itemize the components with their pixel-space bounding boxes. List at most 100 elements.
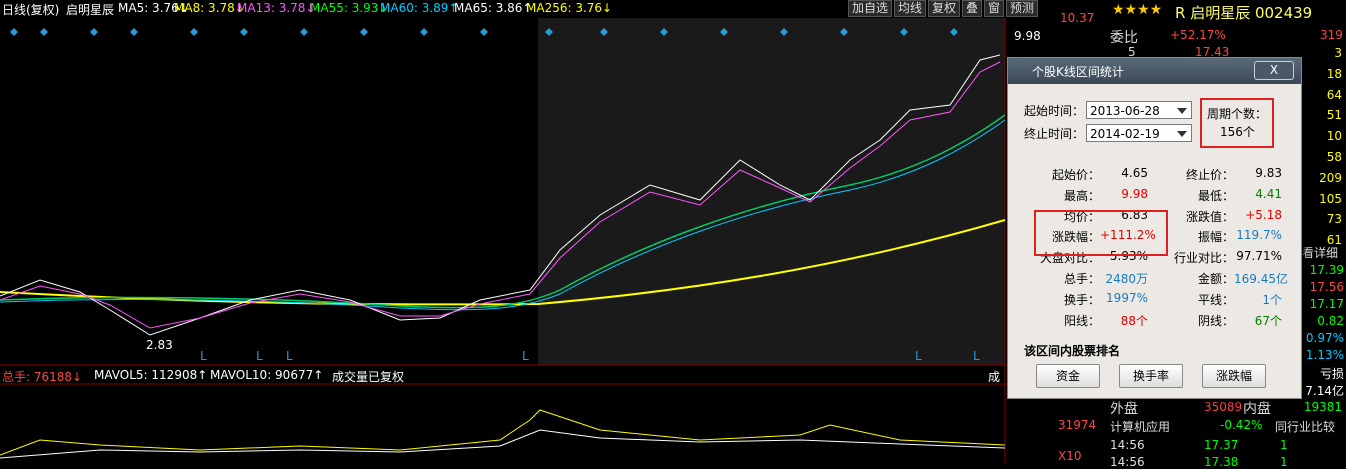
- stat-value: 5.93%: [1109, 249, 1148, 264]
- highlight: [1200, 98, 1274, 148]
- close-button[interactable]: X: [1254, 61, 1294, 80]
- stat-label: 最低：: [1197, 188, 1234, 203]
- mavol-line: [0, 429, 1006, 459]
- axis-label: 10.37: [1060, 11, 1095, 25]
- stock-name: 启明星辰: [66, 3, 115, 17]
- ma-indicator: MA65: 3.86↑: [454, 1, 533, 15]
- industry: 计算机应用: [1110, 420, 1171, 434]
- signal-marker: L: [200, 349, 207, 363]
- label: 外盘: [1110, 401, 1138, 417]
- depth-volume: 64: [1326, 87, 1342, 102]
- chart-canvas: [0, 18, 1105, 463]
- depth-volume: 3: [1334, 46, 1342, 60]
- chart-title: 日线(复权): [2, 3, 60, 17]
- stat-value: 9.83: [1255, 166, 1282, 180]
- value: 19381: [1303, 400, 1342, 414]
- tick-volume: 1: [1280, 455, 1288, 469]
- ma-indicator: MA13: 3.78↓: [237, 1, 316, 15]
- detail-value: 17.17: [1309, 297, 1344, 311]
- toolbar-button[interactable]: 均线: [894, 0, 927, 17]
- stat-label: 金额：: [1197, 272, 1234, 286]
- stat-label: 换手：: [1063, 292, 1100, 307]
- stat-label: 均价：: [1063, 209, 1100, 224]
- section-title: 该区间内股票排名: [1024, 344, 1121, 358]
- mavol-line: [0, 409, 1006, 456]
- label: 终止时间：: [1024, 127, 1085, 141]
- signal-marker: L: [973, 349, 980, 363]
- signal-marker: L: [256, 349, 263, 363]
- stat-value: 88个: [1120, 313, 1148, 328]
- high-marker: 9.98: [1014, 29, 1041, 43]
- toolbar-button[interactable]: 复权: [928, 0, 961, 17]
- value: 156个: [1220, 125, 1255, 139]
- stat-label: 总手：: [1063, 272, 1100, 286]
- depth-volume: 10: [1326, 129, 1342, 144]
- volume-indicator: 成交量已复权: [332, 370, 405, 384]
- detail-value: 0.82: [1317, 314, 1344, 328]
- selected-range: [538, 18, 1005, 365]
- volume-indicator: MAVOL5: 112908↑: [94, 368, 208, 382]
- label: 5: [1128, 45, 1136, 59]
- highlight: [1034, 210, 1168, 256]
- label: 委比: [1110, 30, 1138, 46]
- stat-value: 1个: [1262, 292, 1282, 307]
- rating: ★★★★: [1112, 2, 1163, 18]
- toolbar-button[interactable]: 加自选: [848, 0, 893, 17]
- stat-value: 2480万: [1105, 272, 1148, 286]
- signal-marker: L: [915, 349, 922, 363]
- toolbar-button[interactable]: 窗: [984, 0, 1005, 17]
- tick-time: 14:56: [1110, 455, 1145, 469]
- stat-value: 4.65: [1121, 166, 1148, 180]
- label: 起始时间：: [1024, 104, 1085, 118]
- detail-link[interactable]: 查看详细: [1290, 246, 1339, 260]
- stat-value: +5.18: [1245, 207, 1282, 222]
- ma60-line: [0, 119, 1006, 311]
- detail-value: 17.56: [1309, 280, 1344, 294]
- depth-volume: 209: [1319, 170, 1342, 185]
- date-picker[interactable]: 2014-02-19: [1086, 124, 1192, 142]
- toolbar-button[interactable]: 叠: [962, 0, 983, 17]
- tick-price: 17.38: [1204, 455, 1239, 469]
- axis-label: X10: [1058, 449, 1082, 463]
- ma-indicator: MA8: 3.78↓: [174, 1, 245, 15]
- ma-indicator: MA5: 3.76↓: [118, 1, 189, 15]
- stat-label: 最高：: [1063, 188, 1100, 203]
- link[interactable]: 同行业比较: [1275, 420, 1336, 434]
- rank-button[interactable]: 换手率: [1119, 364, 1183, 388]
- label: 内盘: [1243, 401, 1271, 417]
- ma55-line: [0, 114, 1006, 309]
- stat-label: 振幅：: [1197, 230, 1234, 245]
- low-marker: 2.83: [146, 338, 173, 352]
- toolbar-button[interactable]: 预测: [1006, 0, 1039, 17]
- ma-indicator: MA60: 3.89↑: [380, 1, 459, 15]
- date-picker[interactable]: 2013-06-28: [1086, 101, 1192, 119]
- ma256-line: [0, 219, 1006, 306]
- detail-value: 亏损: [1319, 367, 1344, 381]
- stat-value: 4.41: [1255, 186, 1282, 201]
- dialog-title: 个股K线区间统计: [1032, 65, 1124, 79]
- stat-value: 119.7%: [1236, 228, 1282, 243]
- ma13-line: [0, 61, 1001, 329]
- dialog: 个股K线区间统计 X 起始时间： 2013-06-28 终止时间： 2014-02-19 周…: [1007, 57, 1302, 399]
- axis-label: 成: [988, 370, 1001, 384]
- value: -0.42%: [1220, 418, 1263, 432]
- detail-value: 17.39: [1309, 263, 1344, 277]
- stat-label: 终止价：: [1185, 168, 1234, 182]
- ma-indicator: MA256: 3.76↓: [526, 1, 613, 15]
- dialog-titlebar: [1008, 58, 1301, 84]
- signal-marker: L: [286, 349, 293, 363]
- stat-label: 阴线：: [1197, 313, 1234, 328]
- detail-value: 1.13%: [1305, 348, 1344, 362]
- stat-label: 行业对比：: [1173, 251, 1234, 266]
- rank-button[interactable]: 涨跌幅: [1202, 364, 1266, 388]
- price-line: [0, 54, 1001, 336]
- stock-title: R 启明星辰 002439: [1175, 4, 1313, 22]
- detail-value: 0.97%: [1305, 331, 1344, 345]
- depth-volume: 18: [1326, 66, 1342, 81]
- volume-indicator: 总手: 76188↓: [2, 370, 83, 384]
- label: 周期个数：: [1207, 107, 1268, 121]
- stat-label: 阳线：: [1063, 313, 1100, 328]
- diamond-row: [10, 28, 958, 36]
- rank-button[interactable]: 资金: [1036, 364, 1100, 388]
